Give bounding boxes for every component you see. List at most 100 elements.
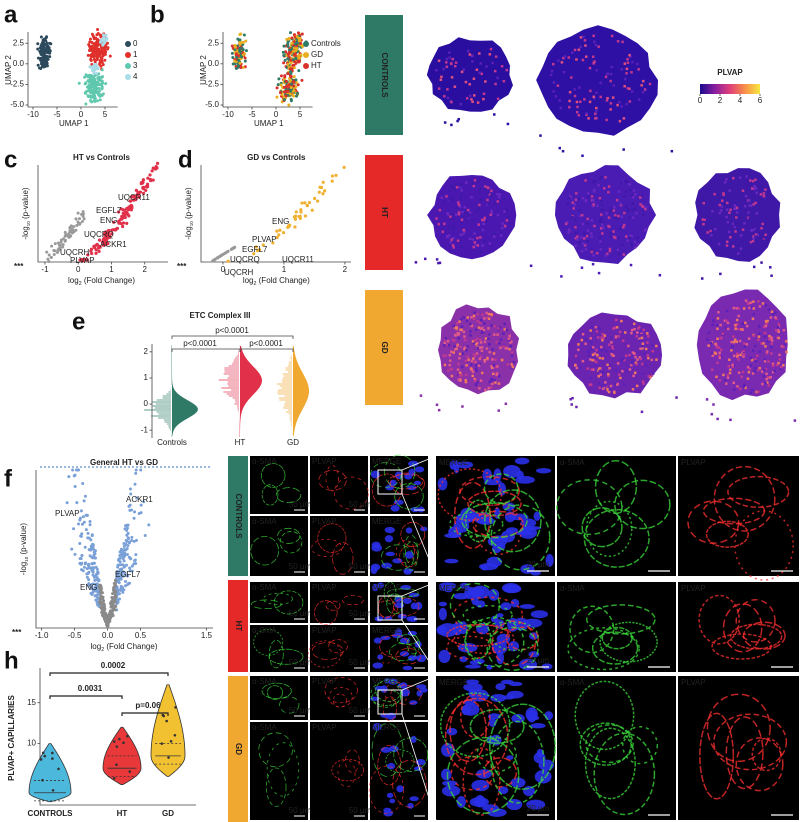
category-label: HT <box>117 809 128 818</box>
spot <box>442 67 445 71</box>
y-tick-label: 2.5 <box>13 38 25 47</box>
spot <box>766 381 769 384</box>
x-tick-label: -1 <box>41 265 49 274</box>
vessel-signal <box>583 508 650 568</box>
gene-dot <box>90 555 94 559</box>
vessel-signal <box>403 534 419 571</box>
x-axis-label: UMAP 1 <box>254 119 284 128</box>
axis-label-subscript: 2 <box>254 281 257 287</box>
spot <box>488 193 491 196</box>
cell-dot <box>40 60 44 64</box>
spot <box>479 319 483 322</box>
spot <box>717 242 721 246</box>
spot <box>762 194 766 198</box>
tissue-section <box>426 37 513 112</box>
spot <box>609 235 612 239</box>
spot <box>608 367 611 370</box>
spot <box>578 240 581 244</box>
spot <box>744 299 748 302</box>
gene-dot <box>90 582 94 586</box>
spot <box>611 347 615 351</box>
spot <box>600 200 603 203</box>
nucleus <box>438 607 447 621</box>
spot <box>625 235 628 238</box>
spot <box>481 328 484 332</box>
spot <box>441 230 445 234</box>
cell-dot <box>230 51 234 55</box>
spot <box>486 192 490 195</box>
spot <box>617 334 621 338</box>
spot <box>630 71 633 74</box>
spot <box>720 205 724 208</box>
spot <box>770 339 774 342</box>
spot <box>630 363 633 367</box>
spot <box>496 213 500 217</box>
spot <box>640 410 644 414</box>
micrograph <box>250 625 308 672</box>
spot <box>599 175 603 179</box>
axis-label-part: -log <box>184 226 193 239</box>
cell-dot <box>287 37 291 41</box>
spot <box>481 313 484 317</box>
spot <box>457 378 461 381</box>
gene-dot <box>120 553 124 557</box>
cell-dot <box>89 98 93 102</box>
nucleus <box>441 768 452 781</box>
significance-bracket <box>49 695 123 699</box>
gene-dot <box>146 176 150 180</box>
vessel-signal <box>277 527 301 544</box>
data-dot <box>41 751 45 755</box>
vessel-signal <box>379 634 410 658</box>
spot <box>468 53 472 56</box>
cell-dot <box>287 83 291 87</box>
spot <box>596 336 600 339</box>
spot <box>627 208 630 211</box>
cell-dot <box>83 75 87 79</box>
spot <box>451 217 454 220</box>
data-dot <box>112 776 116 780</box>
spot <box>776 329 780 332</box>
spot <box>458 371 462 374</box>
spot <box>608 388 611 391</box>
spot <box>585 112 588 115</box>
nucleus <box>523 618 543 628</box>
gene-dot <box>115 587 119 591</box>
gene-dot <box>142 500 146 504</box>
spot <box>473 232 476 235</box>
p-value: p=0.06 <box>135 701 161 710</box>
spot <box>505 210 509 213</box>
vessel-signal <box>261 484 279 506</box>
axis-label-part: (p-value) <box>21 187 30 221</box>
axis-label: log2 (Fold Change) <box>91 642 158 653</box>
channel-label: MERGE <box>372 517 401 526</box>
spot <box>494 82 497 86</box>
spot <box>600 336 603 339</box>
axes <box>27 32 118 108</box>
spot <box>594 363 597 367</box>
gene-dot <box>79 534 83 538</box>
spot <box>460 218 464 222</box>
spot <box>752 334 756 337</box>
spot <box>771 362 775 366</box>
spot <box>648 82 652 86</box>
spot <box>476 101 480 104</box>
cell-dot <box>289 99 293 103</box>
spot <box>733 225 737 229</box>
spot <box>591 55 595 59</box>
gene-dot <box>303 201 307 205</box>
spot <box>551 62 555 66</box>
spot <box>622 117 626 120</box>
spot <box>607 185 611 188</box>
gene-dot <box>114 584 118 588</box>
spot <box>478 71 481 74</box>
spot <box>623 382 626 386</box>
spot <box>466 355 469 359</box>
axis-break: *** <box>177 262 187 271</box>
vessel-signal <box>444 697 509 776</box>
axis-label-subscript: 10 <box>24 556 29 562</box>
spot <box>591 262 595 266</box>
cell-dot <box>93 96 97 100</box>
gene-label: UQCRH <box>60 248 90 257</box>
cell-dot <box>42 65 46 69</box>
cell-dot <box>84 81 88 85</box>
